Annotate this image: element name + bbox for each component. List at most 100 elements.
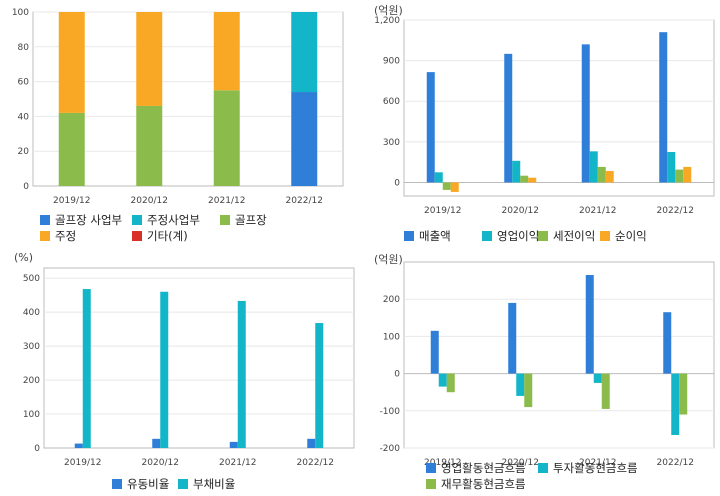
legend-label: 골프장 — [235, 213, 267, 227]
legend-label: 세전이익 — [553, 229, 596, 243]
bar-부채비율 — [82, 289, 91, 448]
y-tick-label: -100 — [380, 407, 401, 417]
bar-유동비율 — [74, 443, 83, 448]
bar-유동비율 — [152, 438, 161, 448]
legend-item-순이익: 순이익 — [600, 228, 647, 244]
bar-유동비율 — [307, 438, 316, 448]
bar-골프장-사업부 — [291, 92, 318, 186]
bar-영업이익 — [589, 151, 598, 183]
bar-골프장 — [213, 90, 240, 186]
ratio-chart-panel: (%) 0 100 200 300 400 500 2019/12 2020/12 2021/1… — [0, 248, 360, 496]
y-tick-label: 400 — [23, 308, 40, 318]
legend-swatch — [132, 215, 142, 225]
legend-swatch — [40, 215, 50, 225]
legend-swatch — [132, 231, 142, 241]
bar-투자활동현금흐름 — [593, 373, 602, 383]
bar-세전이익 — [442, 182, 451, 190]
bar-재무활동현금흐름 — [524, 373, 533, 408]
x-tick-label: 2022/12 — [286, 196, 323, 206]
bar-재무활동현금흐름 — [679, 373, 688, 415]
ratio-unit-label: (%) — [14, 251, 34, 264]
x-tick-label: 2019/12 — [424, 206, 461, 216]
legend-item-골프장-사업부: 골프장 사업부 — [40, 212, 122, 228]
bar-매출액 — [426, 72, 435, 183]
composition-chart: 0 20 40 60 80 100 2019/12 2020/12 2021/12 2022/12 — [12, 8, 344, 206]
ratio-legend: 유동비율 부채비율 — [112, 476, 312, 494]
cashflow-unit-label: (억원) — [374, 253, 403, 266]
legend-item-투자활동현금흐름: 투자활동현금흐름 — [538, 460, 638, 476]
x-tick-label: 2019/12 — [424, 458, 461, 468]
x-tick-label: 2020/12 — [502, 458, 539, 468]
legend-swatch — [600, 231, 610, 241]
bar-투자활동현금흐름 — [516, 373, 525, 396]
x-tick-label: 2020/12 — [131, 196, 168, 206]
bar-세전이익 — [675, 169, 684, 183]
x-tick-label: 2022/12 — [657, 206, 694, 216]
x-tick-label: 2021/12 — [208, 196, 245, 206]
income-chart-panel: (억원) 0 300 600 900 1,200 2019/12 2020/12 2021/1… — [360, 0, 720, 248]
legend-swatch — [538, 463, 548, 473]
income-legend: 매출액 영업이익 세전이익 순이익 — [404, 228, 714, 246]
bar-부채비율 — [237, 300, 246, 448]
legend-label: 주정사업부 — [147, 213, 200, 227]
legend-swatch — [112, 479, 122, 489]
bar-유동비율 — [229, 441, 238, 448]
legend-item-영업활동현금흐름: 영업활동현금흐름 — [426, 460, 526, 476]
y-tick-label: 200 — [383, 295, 400, 305]
legend-swatch — [482, 231, 492, 241]
legend-label: 재무활동현금흐름 — [441, 477, 526, 491]
bar-세전이익 — [597, 166, 606, 183]
x-tick-label: 2020/12 — [142, 458, 179, 468]
bar-부채비율 — [315, 323, 324, 448]
legend-label: 투자활동현금흐름 — [553, 461, 638, 475]
x-tick-label: 2019/12 — [64, 458, 101, 468]
legend-item-골프장: 골프장 — [220, 212, 267, 228]
legend-item-재무활동현금흐름: 재무활동현금흐름 — [426, 476, 526, 492]
bar-영업활동현금흐름 — [585, 275, 594, 374]
legend-item-주정: 주정 — [40, 228, 76, 244]
bar-매출액 — [659, 32, 668, 183]
legend-swatch — [538, 231, 548, 241]
legend-label: 부채비율 — [193, 477, 236, 491]
y-tick-label: 0 — [23, 182, 29, 192]
x-tick-label: 2021/12 — [219, 458, 256, 468]
income-chart: 0 300 600 900 1,200 2019/12 2020/12 2021/12 2022… — [374, 16, 715, 216]
legend-swatch — [426, 479, 436, 489]
y-tick-label: 100 — [12, 8, 29, 18]
ratio-chart: 0 100 200 300 400 500 2019/12 2020/12 2021/12 202… — [23, 267, 355, 468]
legend-item-세전이익: 세전이익 — [538, 228, 595, 244]
y-tick-label: 900 — [383, 57, 400, 67]
legend-label: 영업이익 — [497, 229, 540, 243]
bar-영업활동현금흐름 — [508, 302, 517, 374]
cashflow-chart-panel: (억원) -200 -100 0 100 200 2019/12 2020/12 2021/1… — [360, 248, 720, 496]
plot-area — [43, 267, 355, 449]
bar-재무활동현금흐름 — [446, 373, 455, 393]
y-tick-label: 40 — [18, 112, 30, 122]
legend-swatch — [426, 463, 436, 473]
legend-swatch — [40, 231, 50, 241]
bar-매출액 — [581, 44, 590, 183]
bar-순이익 — [605, 170, 614, 183]
bar-주정 — [58, 12, 85, 113]
legend-item-주정사업부: 주정사업부 — [132, 212, 200, 228]
y-tick-label: 100 — [23, 410, 40, 420]
bar-골프장 — [58, 112, 85, 186]
bar-주정사업부 — [291, 12, 318, 93]
bar-세전이익 — [520, 175, 529, 183]
legend-label: 주정 — [55, 229, 77, 243]
y-tick-label: 0 — [394, 178, 400, 188]
bar-영업이익 — [434, 172, 443, 183]
bar-순이익 — [528, 177, 537, 183]
income-unit-label: (억원) — [374, 4, 403, 17]
legend-label: 기타(계) — [147, 229, 188, 243]
y-tick-label: 600 — [383, 97, 400, 107]
bar-순이익 — [683, 166, 692, 183]
bar-주정 — [213, 12, 240, 91]
bar-영업활동현금흐름 — [663, 312, 672, 374]
legend-label: 유동비율 — [127, 477, 170, 491]
legend-swatch — [178, 479, 188, 489]
x-tick-label: 2021/12 — [579, 206, 616, 216]
y-tick-label: 300 — [23, 342, 40, 352]
legend-item-기타-계-: 기타(계) — [132, 228, 188, 244]
